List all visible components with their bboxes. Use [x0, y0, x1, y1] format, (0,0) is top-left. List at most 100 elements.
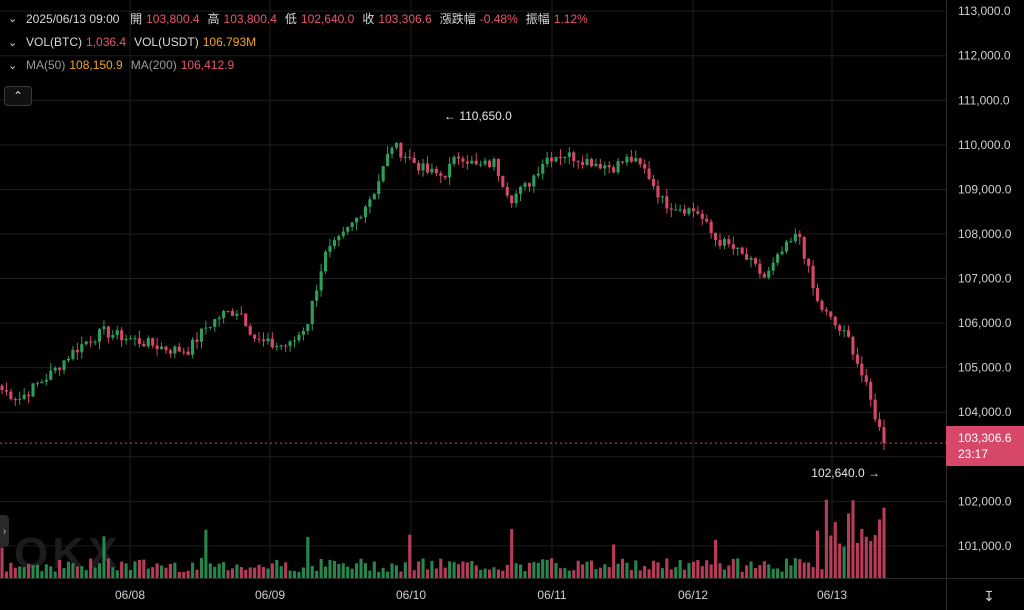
candle-body: [465, 161, 469, 164]
volume-bar: [749, 561, 753, 578]
candle-body: [403, 156, 407, 158]
high-value: 103,800.4: [223, 11, 277, 26]
candle-body: [359, 217, 363, 219]
chevron-down-icon[interactable]: ⌄: [8, 59, 18, 72]
candle-body: [13, 399, 17, 401]
candle-body: [204, 327, 208, 329]
candle-body: [878, 419, 882, 428]
volume-bar: [829, 535, 833, 578]
volume-bar: [412, 570, 416, 578]
y-tick-label: 111,000.0: [958, 93, 1010, 107]
chevron-down-icon[interactable]: ⌄: [8, 13, 18, 25]
expand-panel-button[interactable]: ›: [0, 515, 9, 547]
candle-body: [310, 300, 314, 325]
fit-vertical-icon: ↧: [983, 587, 995, 604]
candle-body: [762, 273, 766, 278]
volume-bar: [638, 570, 642, 578]
volume-bar: [470, 560, 474, 578]
high-label: 高: [207, 12, 220, 26]
volume-bar: [253, 567, 257, 578]
candle-body: [572, 152, 576, 162]
volume-bar: [496, 569, 500, 578]
volume-bar: [270, 563, 274, 578]
candle-body: [186, 351, 190, 355]
x-tick-label: 06/08: [115, 588, 145, 602]
ma200-label: MA(200): [130, 58, 177, 72]
volume-bar: [669, 569, 673, 578]
chevron-down-icon[interactable]: ⌄: [8, 36, 18, 49]
volume-bar: [660, 568, 664, 578]
candle-body: [581, 161, 585, 166]
candle-body: [678, 209, 682, 211]
volume-bar: [230, 568, 235, 578]
candle-body: [75, 349, 79, 353]
candle-body: [368, 199, 372, 207]
ma50-label: MA(50): [26, 58, 66, 72]
volume-bar: [27, 564, 31, 578]
candle-body: [239, 313, 243, 315]
collapse-indicators-button[interactable]: ⌃: [4, 86, 32, 106]
volume-bar: [674, 567, 678, 578]
volume-bar: [731, 558, 735, 578]
candle-body: [381, 166, 385, 182]
candle-body: [625, 156, 629, 163]
candle-body: [510, 195, 514, 204]
volume-bar: [146, 568, 150, 578]
volume-bar: [133, 561, 137, 578]
candle-body: [164, 346, 168, 351]
volume-bar: [350, 568, 354, 578]
volume-bar: [798, 559, 802, 578]
volume-bar: [567, 570, 571, 578]
volume-bar: [634, 560, 638, 578]
volume-bar: [736, 558, 740, 578]
candle-body: [350, 222, 354, 228]
volume-bar: [332, 560, 336, 578]
y-tick-label: 107,000.0: [958, 272, 1012, 286]
y-tick-label: 101,000.0: [958, 539, 1012, 553]
volume-bar: [155, 563, 159, 578]
volume-bar: [448, 561, 452, 578]
candle-body: [505, 186, 509, 196]
candle-body: [425, 163, 430, 173]
volume-bar: [643, 565, 647, 578]
candle-body: [470, 160, 474, 164]
candle-body: [869, 382, 873, 400]
volume-bar: [474, 565, 478, 578]
close-value: 103,306.6: [378, 11, 432, 26]
candle-body: [142, 343, 146, 347]
candle-body: [550, 157, 554, 162]
reset-scale-button[interactable]: ↧: [980, 588, 998, 604]
candle-body: [71, 349, 75, 359]
candle-body: [771, 262, 775, 271]
volume-bar: [563, 568, 567, 578]
candle-body: [111, 335, 115, 338]
candle-body: [288, 341, 292, 347]
candle-body: [811, 265, 815, 289]
vol-btc-value: 1,036.4: [86, 35, 127, 49]
candle-body: [749, 258, 753, 260]
volume-bar: [58, 560, 62, 578]
volume-bar: [199, 558, 203, 578]
candle-body: [120, 330, 124, 341]
volume-bar: [71, 563, 75, 578]
volume-bar: [456, 564, 461, 578]
candle-body: [124, 338, 128, 341]
candle-body: [31, 383, 35, 397]
candle-body: [279, 345, 283, 347]
ohlc-row: ⌄ 2025/06/13 09:00 開 103,800.4 高 103,800…: [8, 10, 596, 27]
volume-bar: [629, 569, 633, 578]
candle-body: [62, 360, 66, 370]
candle-body: [567, 152, 571, 157]
candle-body: [248, 326, 252, 335]
volume-bar: [0, 547, 4, 578]
candle-body: [244, 313, 248, 327]
volume-bar: [793, 558, 797, 578]
volume-bar: [479, 569, 483, 578]
volume-bar: [510, 528, 514, 578]
candle-body: [439, 173, 443, 176]
candle-body: [745, 253, 749, 260]
candle-body: [80, 344, 84, 353]
candle-body: [199, 328, 203, 342]
candle-body: [0, 385, 4, 391]
